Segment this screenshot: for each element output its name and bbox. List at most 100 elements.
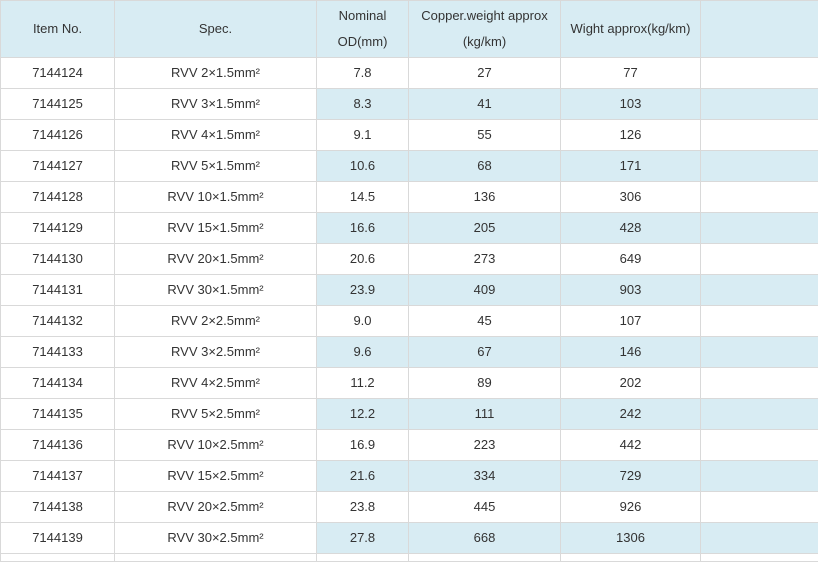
copper-weight-cell: 68 xyxy=(409,151,561,182)
blank-cell xyxy=(701,523,818,554)
partial-row xyxy=(1,554,818,562)
weight-cell: 146 xyxy=(561,337,701,368)
spec-cell: RVV 5×2.5mm² xyxy=(115,399,317,430)
copper-weight-cell: 111 xyxy=(409,399,561,430)
blank-cell xyxy=(1,554,115,562)
copper-weight-cell: 334 xyxy=(409,461,561,492)
weight-cell: 442 xyxy=(561,430,701,461)
weight-cell: 103 xyxy=(561,89,701,120)
item-no-cell: 7144125 xyxy=(1,89,115,120)
copper-weight-cell: 41 xyxy=(409,89,561,120)
item-no-cell: 7144130 xyxy=(1,244,115,275)
blank-cell xyxy=(701,213,818,244)
spec-cell: RVV 10×1.5mm² xyxy=(115,182,317,213)
blank-cell xyxy=(701,337,818,368)
spec-cell: RVV 20×2.5mm² xyxy=(115,492,317,523)
copper-weight-cell: 89 xyxy=(409,368,561,399)
nominal-od-cell: 16.6 xyxy=(317,213,409,244)
nominal-od-cell: 20.6 xyxy=(317,244,409,275)
weight-cell: 926 xyxy=(561,492,701,523)
blank-cell xyxy=(701,399,818,430)
item-no-cell: 7144138 xyxy=(1,492,115,523)
blank-cell xyxy=(701,368,818,399)
item-no-cell: 7144137 xyxy=(1,461,115,492)
spec-cell: RVV 2×2.5mm² xyxy=(115,306,317,337)
weight-cell: 306 xyxy=(561,182,701,213)
spec-cell: RVV 15×2.5mm² xyxy=(115,461,317,492)
nominal-od-cell: 9.1 xyxy=(317,120,409,151)
nominal-od-cell: 21.6 xyxy=(317,461,409,492)
item-no-cell: 7144124 xyxy=(1,58,115,89)
blank-cell xyxy=(701,89,818,120)
item-no-cell: 7144128 xyxy=(1,182,115,213)
nominal-od-cell: 9.6 xyxy=(317,337,409,368)
blank-cell xyxy=(409,554,561,562)
col-header-item-no: Item No. xyxy=(1,1,115,58)
spec-cell: RVV 5×1.5mm² xyxy=(115,151,317,182)
blank-cell xyxy=(701,461,818,492)
blank-cell xyxy=(701,182,818,213)
copper-weight-cell: 273 xyxy=(409,244,561,275)
weight-cell: 903 xyxy=(561,275,701,306)
nominal-od-cell: 27.8 xyxy=(317,523,409,554)
nominal-od-cell: 9.0 xyxy=(317,306,409,337)
copper-weight-cell: 45 xyxy=(409,306,561,337)
item-no-cell: 7144135 xyxy=(1,399,115,430)
copper-weight-cell: 136 xyxy=(409,182,561,213)
blank-cell xyxy=(115,554,317,562)
col-header-label: (kg/km) xyxy=(409,29,560,55)
col-header-label: Wight approx(kg/km) xyxy=(561,16,700,42)
blank-cell xyxy=(317,554,409,562)
nominal-od-cell: 12.2 xyxy=(317,399,409,430)
copper-weight-cell: 668 xyxy=(409,523,561,554)
blank-cell xyxy=(701,275,818,306)
table-footer-partial xyxy=(1,554,818,562)
weight-cell: 107 xyxy=(561,306,701,337)
spec-cell: RVV 10×2.5mm² xyxy=(115,430,317,461)
copper-weight-cell: 223 xyxy=(409,430,561,461)
weight-cell: 126 xyxy=(561,120,701,151)
item-no-cell: 7144131 xyxy=(1,275,115,306)
spec-cell: RVV 4×1.5mm² xyxy=(115,120,317,151)
spec-cell: RVV 3×2.5mm² xyxy=(115,337,317,368)
item-no-cell: 7144129 xyxy=(1,213,115,244)
item-no-cell: 7144126 xyxy=(1,120,115,151)
copper-weight-cell: 55 xyxy=(409,120,561,151)
col-header-copper-weight: Copper.weight approx (kg/km) xyxy=(409,1,561,58)
spec-cell: RVV 30×1.5mm² xyxy=(115,275,317,306)
col-header-weight-approx: Wight approx(kg/km) xyxy=(561,1,701,58)
col-header-spec: Spec. xyxy=(115,1,317,58)
nominal-od-cell: 8.3 xyxy=(317,89,409,120)
blank-cell xyxy=(701,492,818,523)
copper-weight-cell: 205 xyxy=(409,213,561,244)
copper-weight-cell: 445 xyxy=(409,492,561,523)
weight-cell: 77 xyxy=(561,58,701,89)
col-header-label: OD(mm) xyxy=(317,29,408,55)
col-header-label: Item No. xyxy=(1,16,114,42)
blank-cell xyxy=(561,554,701,562)
table-header: Item No. Spec. Nominal OD(mm) Copper.wei… xyxy=(1,1,818,58)
blank-cell xyxy=(701,58,818,89)
spec-cell: RVV 15×1.5mm² xyxy=(115,213,317,244)
item-no-cell: 7144132 xyxy=(1,306,115,337)
weight-cell: 171 xyxy=(561,151,701,182)
blank-cell xyxy=(701,430,818,461)
copper-weight-cell: 27 xyxy=(409,58,561,89)
blank-cell xyxy=(701,554,818,562)
spec-cell: RVV 4×2.5mm² xyxy=(115,368,317,399)
